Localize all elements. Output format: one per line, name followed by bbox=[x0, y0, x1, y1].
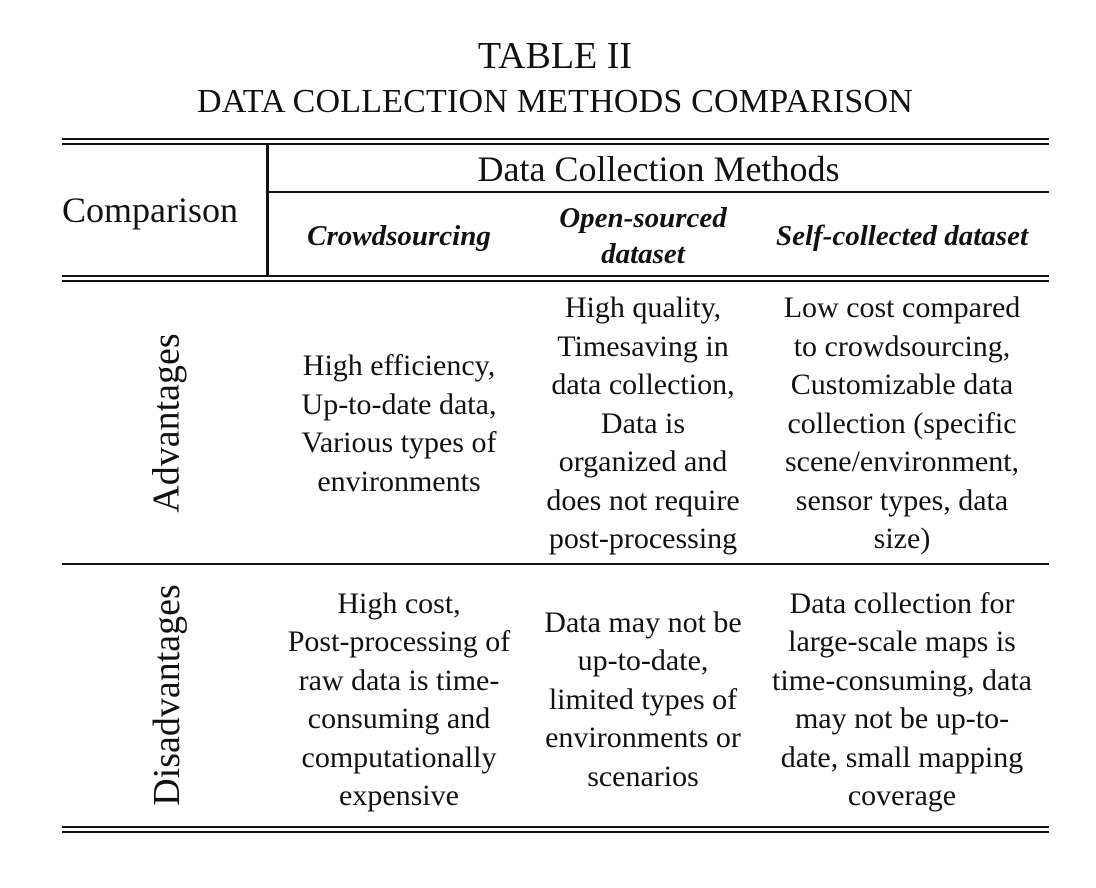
header-bottom-rule bbox=[62, 275, 1049, 277]
column-header-crowdsourcing: Crowdsourcing bbox=[307, 220, 491, 252]
bottom-rule bbox=[62, 826, 1049, 828]
column-header-self-collected: Self-collected dataset bbox=[775, 220, 1029, 252]
table-cell-crowdsourcing-advantages: High efficiency, Up-to-date data, Variou… bbox=[301, 349, 497, 498]
table-caption-number: TABLE II bbox=[477, 35, 633, 77]
header-sub-divider bbox=[268, 191, 1049, 193]
row-label-disadvantages-text: Disadvantages bbox=[146, 584, 189, 806]
top-rule bbox=[62, 138, 1049, 140]
table-cell-open-sourced-disadvantages: Data may not be up-to-date, limited type… bbox=[544, 605, 742, 793]
row-label-advantages-text: Advantages bbox=[145, 333, 188, 513]
group-header-methods: Data Collection Methods bbox=[477, 148, 840, 189]
row-label-disadvantages: Disadvantages bbox=[62, 566, 272, 824]
corner-header-comparison: Comparison bbox=[62, 190, 238, 230]
top-rule-inner bbox=[62, 143, 1049, 145]
table-cell-crowdsourcing-disadvantages: High cost, Post-processing of raw data i… bbox=[287, 586, 511, 813]
bottom-rule-inner bbox=[62, 831, 1049, 833]
row-divider bbox=[62, 563, 1049, 565]
header-vertical-divider bbox=[266, 144, 269, 276]
table-caption-title: DATA COLLECTION METHODS COMPARISON bbox=[197, 83, 913, 120]
table-cell-open-sourced-advantages: High quality, Timesaving in data collect… bbox=[546, 291, 740, 556]
header-bottom-rule-inner bbox=[62, 280, 1049, 282]
table-cell-self-collected-advantages: Low cost compared to crowdsourcing, Cust… bbox=[783, 291, 1021, 556]
row-label-advantages: Advantages bbox=[62, 284, 272, 562]
table-cell-self-collected-disadvantages: Data collection for large-scale maps is … bbox=[772, 586, 1032, 813]
column-header-open-sourced: Open-sourced dataset bbox=[559, 202, 727, 270]
